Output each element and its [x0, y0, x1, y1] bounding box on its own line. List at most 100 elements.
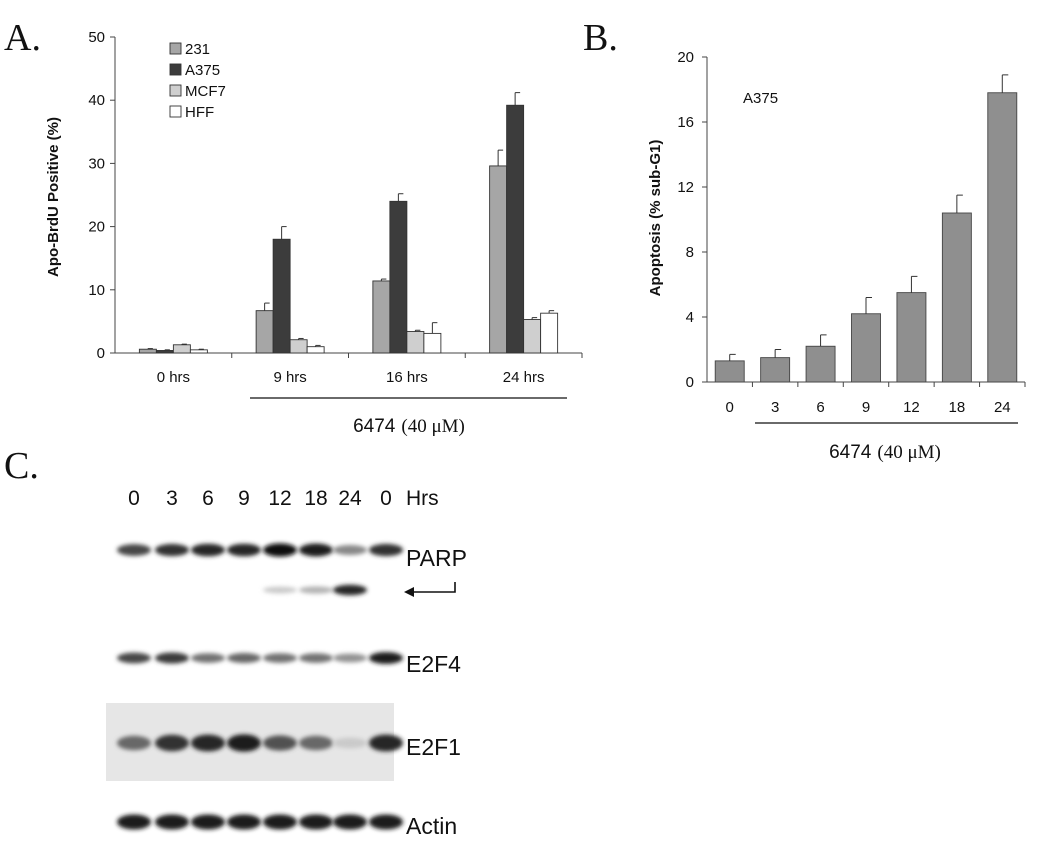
blot-band: [299, 543, 333, 557]
blot-band: [263, 814, 297, 830]
panel-a-legend-swatch: [169, 63, 182, 76]
blot-label-actin: Actin: [406, 813, 457, 839]
blot-band: [227, 653, 261, 663]
panel-a-y-tick-label: 10: [88, 282, 105, 299]
panel-b-bar: [941, 212, 972, 383]
blot-band: [155, 814, 189, 830]
panel-b-cell-line-annotation: A375: [743, 90, 778, 107]
panel-b-bars: [714, 74, 1018, 383]
panel-b-x-tick-label: 0: [726, 399, 734, 416]
panel-a-x-tick-label: 9 hrs: [273, 369, 306, 386]
panel-a-bar: [189, 349, 208, 354]
blot-lane-label: 24: [338, 487, 362, 510]
panel-a-bars: [138, 92, 559, 354]
blot-band: [191, 734, 225, 752]
blot-band: [155, 734, 189, 752]
blot-band: [263, 543, 297, 557]
blot-band: [333, 653, 367, 663]
panel-b-treatment-label: 6474: [829, 442, 872, 463]
blot-band: [155, 543, 189, 557]
panel-b-y-tick-label: 16: [677, 114, 694, 131]
panel-a-bar: [255, 310, 274, 354]
blot-band: [191, 814, 225, 830]
blot-band: [117, 814, 151, 830]
blot-label-e2f4: E2F4: [406, 651, 461, 677]
blot-band: [299, 653, 333, 663]
panel-c: C. 0 3 6 9 12 18 24 0 Hrs PARP E2F4 E2F1 Actin: [4, 445, 467, 839]
blot-band: [369, 543, 403, 557]
panel-a-legend: 231 A375 MCF7 HFF: [169, 41, 226, 121]
blot-bands: [117, 543, 403, 830]
blot-time-unit: Hrs: [406, 487, 439, 510]
blot-band: [263, 653, 297, 663]
blot-band: [333, 814, 367, 830]
blot-lane-labels: 0 3 6 9 12 18 24 0: [128, 487, 392, 510]
panel-a-y-tick-label: 30: [88, 155, 105, 172]
panel-a-bar: [155, 350, 174, 354]
blot-band: [299, 735, 333, 751]
blot-band: [299, 586, 333, 594]
panel-b-axes: 0 4 8 12 16 20 0 3 6 9 12 18 24: [677, 49, 1026, 416]
blot-band: [369, 734, 403, 752]
panel-b: B. 0 4 8 12 16 20 0 3 6 9 12 18 24 Apoptosis (% sub-…: [583, 17, 1026, 463]
panel-a-bar: [289, 339, 308, 354]
blot-band: [117, 652, 151, 664]
panel-a-bar: [306, 346, 325, 354]
panel-b-bar: [805, 345, 836, 383]
panel-a-treatment-label: 6474: [353, 416, 396, 437]
panel-a-bar: [489, 165, 508, 354]
panel-a-treatment-conc: (40 μM): [401, 416, 465, 437]
panel-a-legend-label: 231: [185, 41, 210, 58]
panel-a-treatment-caption: 6474 (40 μM): [353, 416, 465, 437]
panel-a-legend-swatch: [169, 42, 182, 55]
blot-band: [191, 543, 225, 557]
blot-band: [263, 735, 297, 751]
panel-a-legend-label: MCF7: [185, 83, 226, 100]
panel-a-y-tick-label: 20: [88, 219, 105, 236]
blot-band: [227, 734, 261, 752]
blot-band: [299, 814, 333, 830]
blot-band: [333, 584, 367, 596]
panel-a-y-tick-label: 50: [88, 29, 105, 46]
panel-a-x-tick-label: 24 hrs: [503, 369, 545, 386]
panel-b-x-tick-label: 24: [994, 399, 1011, 416]
panel-a-y-tick-label: 40: [88, 92, 105, 109]
panel-a-bar: [506, 104, 525, 354]
blot-band: [369, 652, 403, 664]
panel-a-axes: 0 10 20 30 40 50 0 hrs 9 hrs 16 hrs 24 hrs: [88, 29, 583, 386]
panel-b-treatment-conc: (40 μM): [877, 442, 941, 463]
panel-b-x-tick-label: 9: [862, 399, 870, 416]
blot-lane-label: 0: [128, 487, 140, 510]
panel-a: A. 0 10 20 30 40 50 0 hrs 9 hrs 16 hrs 24 hrs Apo…: [4, 17, 583, 437]
panel-a-bar: [523, 319, 542, 354]
blot-label-parp: PARP: [406, 545, 467, 571]
panel-b-bar: [896, 292, 927, 383]
panel-b-y-axis-label: Apoptosis (% sub-G1): [647, 140, 664, 297]
blot-band: [227, 543, 261, 557]
panel-a-bar: [540, 312, 559, 354]
panel-a-bar: [423, 332, 442, 354]
blot-band: [333, 545, 367, 555]
blot-band: [333, 737, 367, 749]
panel-a-bar: [138, 348, 157, 354]
blot-band: [191, 653, 225, 663]
panel-a-bar: [389, 200, 408, 354]
panel-a-bar: [406, 331, 425, 354]
panel-b-bar: [851, 313, 881, 383]
panel-a-x-tick-label: 0 hrs: [157, 369, 190, 386]
panel-a-y-axis-label: Apo-BrdU Positive (%): [45, 117, 62, 277]
panel-b-y-tick-label: 0: [686, 374, 694, 391]
blot-lane-label: 3: [166, 487, 178, 510]
panel-c-title: C.: [4, 445, 39, 487]
panel-a-legend-swatch: [169, 84, 182, 97]
cleaved-parp-arrow-icon: [404, 582, 456, 597]
panel-a-x-tick-label: 16 hrs: [386, 369, 428, 386]
panel-a-legend-label: A375: [185, 62, 220, 79]
panel-b-y-tick-label: 8: [686, 244, 694, 261]
blot-lane-label: 12: [268, 487, 291, 510]
panel-b-x-tick-label: 12: [903, 399, 920, 416]
blot-lane-label: 0: [380, 487, 392, 510]
panel-a-bar: [172, 344, 191, 354]
panel-b-bar: [760, 357, 791, 383]
